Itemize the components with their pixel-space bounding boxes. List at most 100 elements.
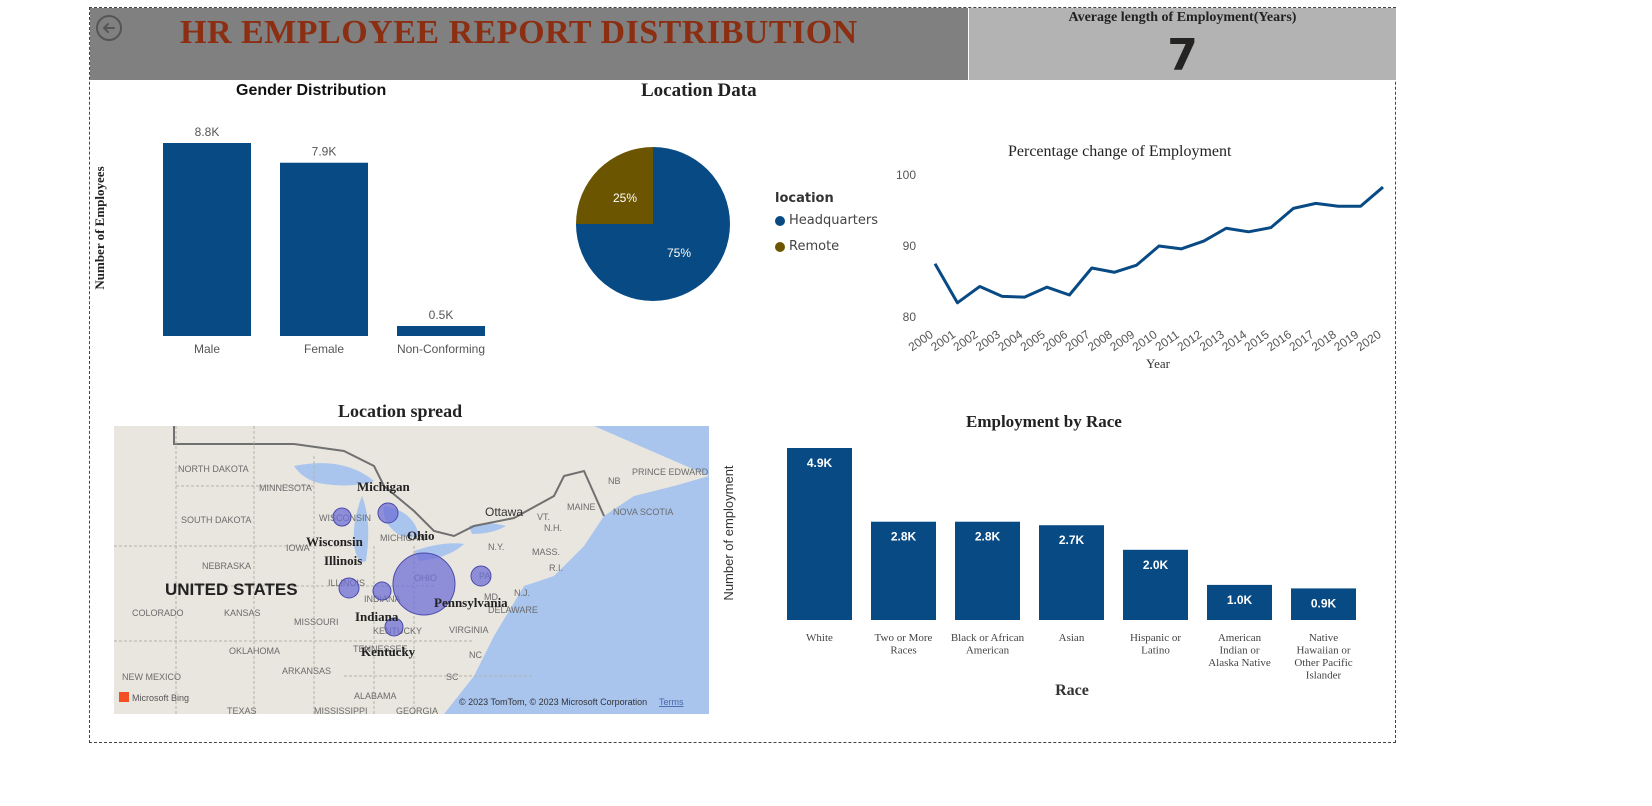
map-region-label: SC bbox=[446, 672, 459, 682]
map-region-label: GEORGIA bbox=[396, 706, 438, 714]
race-bar bbox=[1291, 588, 1356, 620]
kpi-label: Average length of Employment(Years) bbox=[1068, 10, 1297, 25]
back-arrow-icon[interactable] bbox=[96, 15, 122, 41]
gender-x-tick-label: Non-Conforming bbox=[397, 342, 485, 356]
location-bubble bbox=[384, 617, 404, 637]
line-x-axis-label: Year bbox=[1146, 356, 1171, 371]
gender-x-tick-label: Male bbox=[194, 342, 220, 356]
gender-data-label: 0.5K bbox=[429, 308, 454, 322]
map-region-label: R.I. bbox=[549, 563, 563, 573]
race-x-tick-label: Other Pacific bbox=[1294, 657, 1352, 669]
gender-bar-chart: Number of Employees 8.8K Male 7.9K Female 0.5… bbox=[92, 125, 485, 356]
map-attribution: © 2023 TomTom, © 2023 Microsoft Corporat… bbox=[459, 697, 647, 707]
map-region-label: VIRGINIA bbox=[449, 625, 489, 635]
line-y-tick-label: 90 bbox=[903, 239, 917, 253]
canada-border bbox=[173, 426, 605, 538]
map-region-label: MISSISSIPPI bbox=[314, 706, 368, 714]
race-x-tick-label: Latino bbox=[1141, 645, 1170, 657]
race-x-tick-label: Asian bbox=[1059, 632, 1085, 644]
race-bar bbox=[787, 448, 852, 620]
pie-legend-title: location bbox=[775, 191, 834, 206]
race-bar bbox=[1039, 525, 1104, 620]
race-bar bbox=[871, 521, 936, 620]
report-title: HR EMPLOYEE REPORT DISTRIBUTION bbox=[180, 14, 858, 51]
map-region-label: NOVA SCOTIA bbox=[613, 507, 673, 517]
map-region-label: N.Y. bbox=[488, 542, 504, 552]
kpi-card: Average length of Employment(Years) 7 bbox=[969, 8, 1396, 81]
line-chart-title: Percentage change of Employment bbox=[1008, 143, 1232, 160]
race-x-tick-label: Islander bbox=[1306, 670, 1342, 682]
race-data-label: 2.7K bbox=[1059, 533, 1085, 547]
map-region-label: MICHIGAN bbox=[380, 533, 425, 543]
map-region-label: NORTH DAKOTA bbox=[178, 464, 249, 474]
race-x-tick-label: White bbox=[806, 632, 833, 644]
map-region-label: NB bbox=[608, 476, 621, 486]
race-x-tick-label: Indian or bbox=[1219, 645, 1259, 657]
map-region-label: NC bbox=[469, 650, 482, 660]
race-x-tick-label: Races bbox=[890, 645, 916, 657]
map-region-label: MINNESOTA bbox=[259, 483, 312, 493]
race-x-tick-label: Native bbox=[1309, 632, 1338, 644]
map-bubble-label: Michigan bbox=[357, 479, 410, 494]
pie-label-headquarters: 75% bbox=[667, 246, 691, 260]
map-region-label: NEW MEXICO bbox=[122, 672, 181, 682]
gender-y-axis-label: Number of Employees bbox=[92, 166, 107, 289]
map-bubble-label: Kentucky bbox=[361, 644, 416, 659]
map-region-label: DELAWARE bbox=[488, 605, 538, 615]
map-terms-link: Terms bbox=[659, 697, 684, 707]
map-region-label: N.J. bbox=[514, 588, 530, 598]
line-y-tick-label: 100 bbox=[896, 168, 916, 182]
location-bubble bbox=[372, 581, 392, 601]
map-bubble-label: Illinois bbox=[324, 553, 362, 568]
gender-x-tick-label: Female bbox=[304, 342, 344, 356]
location-map[interactable]: NORTH DAKOTA MINNESOTA SOUTH DAKOTA IOWA NEB… bbox=[114, 426, 709, 714]
race-bar bbox=[1123, 549, 1188, 620]
pie-slice-remote bbox=[576, 147, 653, 224]
map-region-label: MASS. bbox=[532, 547, 560, 557]
location-bubble bbox=[338, 577, 360, 599]
race-x-axis-label: Race bbox=[1055, 682, 1089, 699]
map-region-label: TENNESSEE bbox=[353, 644, 408, 654]
line-y-tick-label: 80 bbox=[903, 310, 917, 324]
legend-item-headquarters[interactable]: Headquarters bbox=[775, 213, 878, 228]
line-series-employment bbox=[933, 185, 1384, 305]
gender-chart-title: Gender Distribution bbox=[236, 82, 387, 99]
map-region-label: KANSAS bbox=[224, 608, 261, 618]
location-bubble bbox=[392, 552, 456, 616]
state-borders bbox=[114, 426, 534, 714]
race-y-axis-label: Number of employment bbox=[721, 465, 736, 600]
legend-dot-remote bbox=[775, 241, 785, 252]
location-bubble bbox=[470, 565, 492, 587]
map-region-label: OKLAHOMA bbox=[229, 646, 280, 656]
location-chart-title: Location Data bbox=[641, 80, 757, 101]
race-x-tick-label: Hispanic or bbox=[1130, 632, 1181, 644]
pie-label-remote: 25% bbox=[613, 191, 637, 205]
map-region-label: COLORADO bbox=[132, 608, 184, 618]
employment-line-chart: 8090100200020012002200320042005200620072… bbox=[896, 168, 1384, 371]
line-x-tick-label: 2020 bbox=[1354, 327, 1384, 354]
legend-item-remote[interactable]: Remote bbox=[775, 239, 839, 254]
map-region-label: MISSOURI bbox=[294, 617, 339, 627]
map-region-label: TEXAS bbox=[227, 706, 257, 714]
gender-bar bbox=[280, 162, 368, 336]
race-data-label: 2.8K bbox=[975, 530, 1001, 544]
ocean-shape bbox=[444, 426, 709, 714]
map-region-label: ALABAMA bbox=[354, 691, 397, 701]
map-region-label: MD bbox=[484, 592, 498, 602]
map-region-label: ARKANSAS bbox=[282, 666, 331, 676]
header-bar bbox=[90, 8, 968, 80]
map-bubble-label: Pennsylvania bbox=[434, 595, 508, 610]
map-region-label: SOUTH DAKOTA bbox=[181, 515, 251, 525]
gender-data-label: 8.8K bbox=[195, 125, 220, 139]
location-bubble bbox=[377, 502, 399, 524]
map-bubble-label: Wisconsin bbox=[306, 534, 364, 549]
race-x-tick-label: Hawaiian or bbox=[1296, 645, 1350, 657]
gender-data-label: 7.9K bbox=[312, 145, 337, 159]
bing-logo-icon bbox=[119, 692, 129, 702]
map-region-label: VT. bbox=[537, 512, 550, 522]
map-region-label: Ottawa bbox=[485, 505, 523, 519]
race-data-label: 2.8K bbox=[891, 530, 917, 544]
map-region-label: MAINE bbox=[567, 502, 596, 512]
map-canvas: NORTH DAKOTA MINNESOTA SOUTH DAKOTA IOWA NEB… bbox=[114, 426, 709, 714]
race-chart-title: Employment by Race bbox=[966, 412, 1122, 431]
